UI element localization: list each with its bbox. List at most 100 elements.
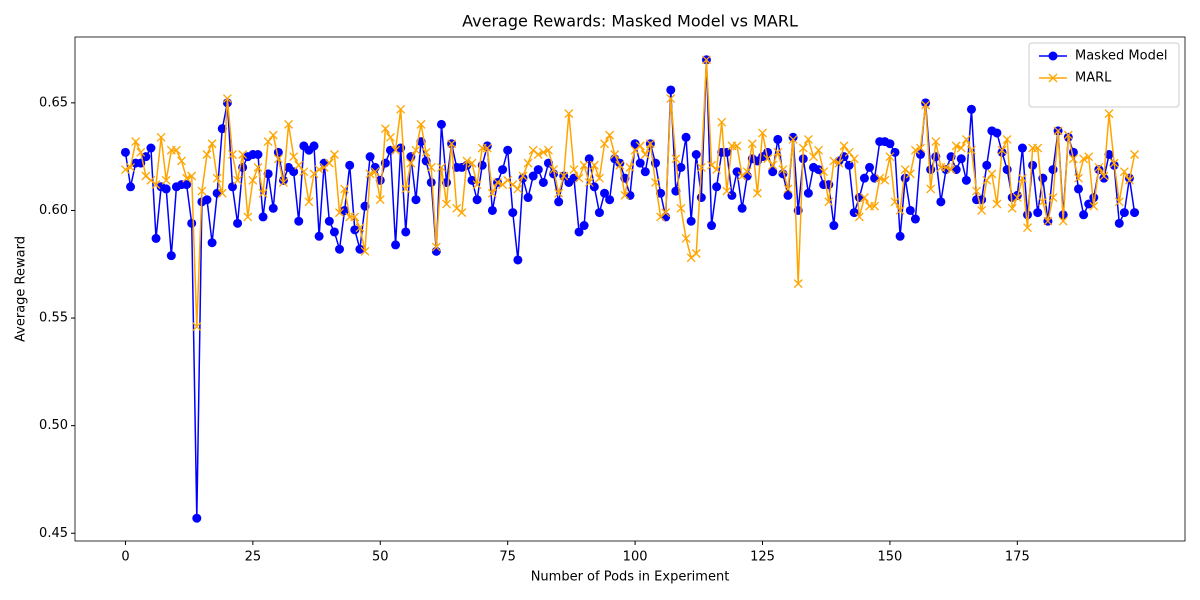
point xyxy=(691,149,701,159)
point xyxy=(212,173,222,183)
point xyxy=(1094,162,1104,172)
point xyxy=(972,186,982,196)
point xyxy=(1017,143,1027,153)
point xyxy=(253,162,263,172)
point xyxy=(335,208,344,218)
point xyxy=(126,162,136,172)
point xyxy=(783,184,793,194)
point xyxy=(151,233,161,243)
point xyxy=(559,171,569,181)
point xyxy=(865,162,875,172)
point xyxy=(1130,208,1140,218)
point xyxy=(421,147,431,157)
point xyxy=(360,246,370,256)
legend-marker xyxy=(1048,73,1058,83)
point xyxy=(712,165,722,175)
point xyxy=(442,199,451,209)
point xyxy=(396,104,406,114)
point xyxy=(233,175,243,185)
point xyxy=(895,231,905,241)
point xyxy=(859,173,869,183)
point xyxy=(462,156,472,166)
point xyxy=(345,160,355,170)
point xyxy=(187,171,197,181)
point xyxy=(579,160,589,170)
point xyxy=(498,165,508,175)
point xyxy=(156,132,166,142)
point xyxy=(712,182,722,192)
point xyxy=(365,169,375,179)
y-tick-label: 0.50 xyxy=(39,418,68,433)
point xyxy=(844,160,854,170)
point xyxy=(513,255,523,265)
point xyxy=(992,199,1002,209)
point xyxy=(126,182,136,192)
point xyxy=(788,132,798,142)
point xyxy=(314,165,324,175)
y-tick-label: 0.60 xyxy=(39,203,68,218)
point xyxy=(987,169,997,179)
point xyxy=(329,227,339,237)
point xyxy=(921,100,931,110)
point xyxy=(742,167,752,177)
point xyxy=(829,156,839,166)
point xyxy=(615,160,625,170)
point xyxy=(329,150,339,159)
point xyxy=(997,145,1007,155)
point xyxy=(661,212,671,222)
legend-label: MARL xyxy=(1075,71,1112,86)
point xyxy=(202,195,212,205)
point xyxy=(289,167,299,177)
point xyxy=(487,205,497,215)
point xyxy=(946,165,956,175)
point xyxy=(1130,150,1140,159)
point xyxy=(472,180,482,190)
point xyxy=(1073,184,1083,194)
point xyxy=(248,175,258,185)
point xyxy=(182,180,192,190)
point xyxy=(625,190,635,200)
point xyxy=(977,205,987,215)
point xyxy=(951,141,961,151)
point xyxy=(814,165,824,175)
point xyxy=(436,119,446,129)
y-tick-label: 0.65 xyxy=(39,95,68,110)
point xyxy=(584,178,594,187)
point xyxy=(814,145,824,155)
point xyxy=(788,134,798,144)
point xyxy=(1002,134,1012,144)
point xyxy=(401,227,411,237)
point xyxy=(309,141,319,151)
point xyxy=(268,130,278,140)
x-tick-label: 100 xyxy=(623,550,648,565)
y-tick-label: 0.55 xyxy=(39,311,68,326)
point xyxy=(676,203,686,213)
point xyxy=(355,244,365,254)
point xyxy=(1114,197,1124,207)
point xyxy=(340,205,350,215)
point xyxy=(411,145,421,155)
point xyxy=(885,139,895,149)
point xyxy=(406,158,416,168)
point xyxy=(350,225,360,235)
legend: Masked Model MARL xyxy=(1028,42,1180,108)
point xyxy=(131,137,141,147)
point xyxy=(1099,171,1109,181)
point xyxy=(370,162,380,172)
point xyxy=(1084,152,1094,162)
point xyxy=(335,244,345,254)
point xyxy=(192,322,202,332)
point xyxy=(982,175,992,185)
point xyxy=(217,188,227,198)
x-axis-label: Number of Pods in Experiment xyxy=(531,570,730,585)
point xyxy=(375,195,385,205)
x-tick-label: 175 xyxy=(1005,550,1030,565)
point xyxy=(1099,173,1109,183)
x-tick-label: 25 xyxy=(245,550,262,565)
point xyxy=(554,188,564,198)
point xyxy=(1012,193,1022,202)
point xyxy=(890,197,900,207)
point xyxy=(120,147,130,157)
point xyxy=(594,208,604,218)
point xyxy=(737,203,747,213)
